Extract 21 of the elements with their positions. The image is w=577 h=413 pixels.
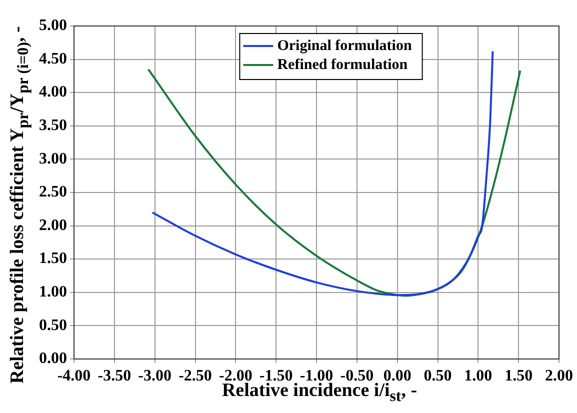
y-tick-label: 5.00 — [39, 17, 67, 34]
x-tick-label: 2.00 — [545, 368, 573, 385]
y-tick-label: 2.50 — [39, 184, 67, 201]
legend-label: Refined formulation — [277, 56, 408, 73]
x-tick-label: 1.00 — [464, 368, 492, 385]
y-tick-label: 1.00 — [39, 284, 67, 301]
y-tick-label: 3.50 — [39, 117, 67, 134]
y-tick-label: 3.00 — [39, 150, 67, 168]
y-tick-label: 1.50 — [39, 250, 67, 268]
x-tick-label: 0.50 — [424, 368, 452, 385]
x-tick-label: -2.50 — [178, 368, 212, 385]
x-tick-label: -4.00 — [57, 368, 91, 385]
y-tick-label: 4.00 — [39, 84, 67, 101]
x-tick-label: -3.00 — [138, 368, 172, 385]
y-tick-label: 4.50 — [39, 50, 67, 68]
legend-label: Original formulation — [277, 38, 412, 54]
y-tick-label: 0.00 — [39, 350, 67, 368]
x-tick-label: 1.50 — [504, 368, 533, 385]
x-tick-label: -3.50 — [98, 368, 132, 385]
y-tick-label: 0.50 — [39, 316, 67, 334]
y-tick-label: 2.00 — [39, 216, 67, 234]
